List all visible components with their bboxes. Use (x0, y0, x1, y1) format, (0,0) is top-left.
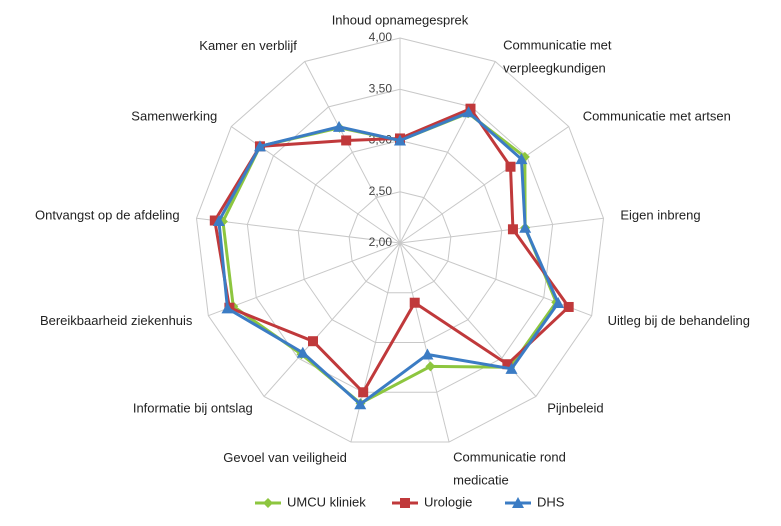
axis-label: Communicatie rond medicatie (453, 450, 569, 488)
data-point (552, 296, 565, 308)
data-point (502, 359, 513, 370)
grid-ring (348, 191, 452, 294)
spoke (399, 126, 569, 244)
legend-label: UMCU kliniek (287, 494, 366, 509)
axis-label: Ontvangst op de afdeling (35, 208, 180, 223)
legend-label: DHS (537, 494, 565, 509)
axis-label: Gevoel van veiligheid (223, 450, 347, 465)
y-tick-label: 2,50 (369, 184, 393, 198)
axis-label: Communicatie met artsen (583, 108, 731, 123)
y-tick-label: 2,00 (369, 235, 393, 249)
legend-marker (400, 498, 410, 508)
data-point (462, 106, 475, 118)
spoke (399, 242, 450, 443)
grid-ring (246, 88, 554, 393)
data-point (358, 387, 369, 398)
data-point (505, 161, 516, 172)
spoke (263, 242, 401, 397)
grid-ring (195, 37, 605, 443)
spoke (208, 242, 401, 317)
data-point (421, 348, 434, 360)
axis-label: Pijnbeleid (547, 401, 603, 416)
axis-label: Inhoud opnamegesprek (332, 12, 469, 27)
spoke (399, 217, 604, 244)
data-point (465, 103, 476, 114)
data-point (519, 221, 532, 233)
legend-marker (512, 497, 524, 508)
data-point (425, 361, 436, 372)
data-point (341, 135, 352, 146)
y-tick-label: 3,50 (369, 81, 393, 95)
axis-label: Bereikbaarheid ziekenhuis (40, 313, 193, 328)
data-point (563, 301, 574, 312)
data-point (209, 215, 220, 226)
axis-label: Eigen inbreng (620, 208, 700, 223)
axis-label: Communicatie met verpleegkundigen (503, 38, 615, 76)
axis-label: Samenwerking (131, 108, 217, 123)
data-point (333, 120, 346, 132)
data-point (409, 297, 420, 308)
spoke (196, 217, 401, 244)
data-point (515, 153, 528, 165)
grid-ring (297, 139, 503, 344)
data-point (505, 362, 518, 374)
data-point (253, 140, 266, 152)
axis-label: Informatie bij ontslag (133, 401, 253, 416)
legend-marker (263, 498, 273, 508)
data-point (307, 336, 318, 347)
data-point (296, 346, 309, 358)
data-point (354, 398, 367, 410)
data-point (394, 134, 406, 146)
y-tick-label: 4,00 (369, 30, 393, 44)
axis-label: Uitleg bij de behandeling (608, 313, 750, 328)
data-point (507, 224, 518, 235)
axis-label: Kamer en verblijf (199, 38, 297, 53)
spoke (399, 61, 496, 244)
spoke (304, 61, 401, 244)
series-line (217, 110, 560, 407)
data-point (221, 302, 234, 314)
legend-label: Urologie (424, 494, 472, 509)
data-point (212, 215, 225, 227)
spoke (399, 242, 592, 317)
